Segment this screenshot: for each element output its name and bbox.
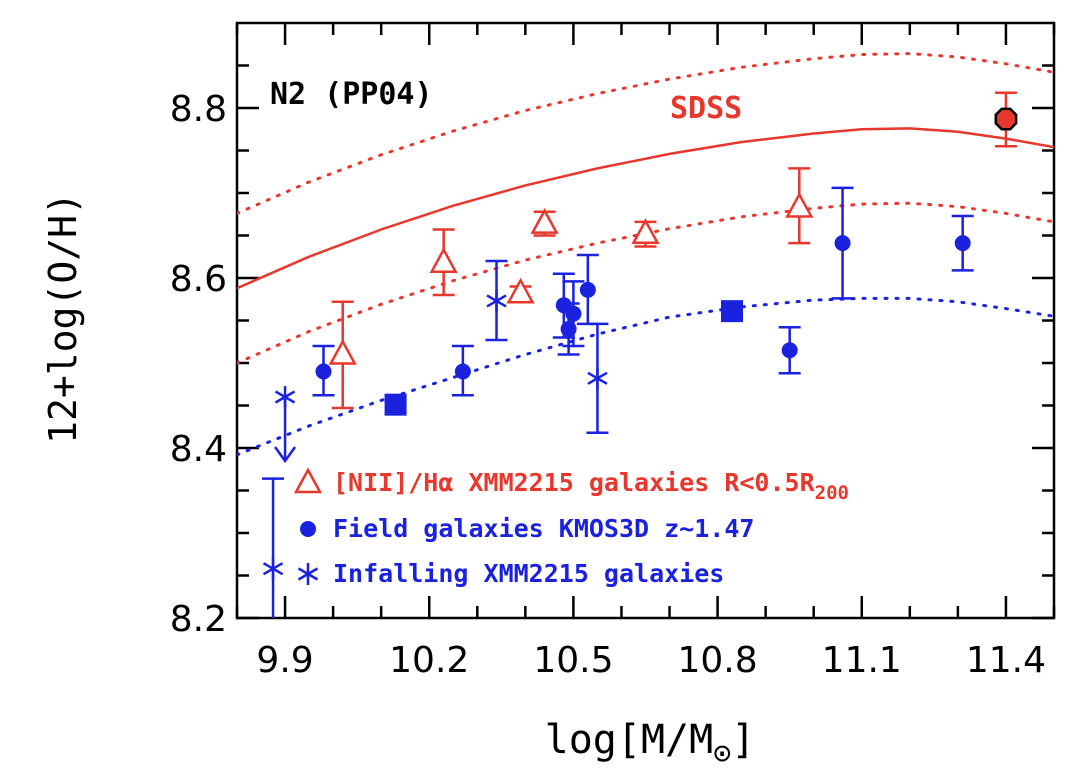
x-tick-label: 11.4 [966,640,1046,681]
y-tick-label: 8.8 [170,89,227,130]
triangle-marker [631,218,660,245]
x-tick-label: 10.8 [678,640,758,681]
asterisk-marker [262,557,284,580]
triangle-marker [506,277,535,304]
sdss-fit-line [237,127,1054,290]
circle-marker [954,235,971,252]
legend-triangle-marker [293,467,323,494]
triangle-marker [785,191,814,218]
circle-marker [454,363,471,380]
octagon-marker [994,107,1018,131]
circle-marker [315,363,332,380]
curves [237,52,1054,457]
circle-marker [565,305,582,322]
legend-entry-label: Field galaxies KMOS3D z~1.47 [333,514,754,543]
legend-asterisk-marker [297,563,319,585]
sdss-upper-dotted-line [237,52,1054,215]
square-marker [384,393,407,416]
y-tick-label: 8.2 [170,599,227,640]
axes-frame: 9.9 10.2 10.5 10.8 11.1 11.4 8.2 8.4 8.6 8.8 [170,21,1056,681]
y-axis-label: 12+log(O/H) [41,192,85,444]
x-tick-label: 10.5 [533,640,613,681]
y-tick-label: 8.4 [170,429,227,470]
asterisk-marker [274,386,296,408]
x-tick-label: 9.9 [256,640,313,681]
legend-entry-label: Infalling XMM2215 galaxies [333,559,724,588]
square-marker [721,300,744,323]
circle-marker [579,281,596,298]
annotation-label: N2 (PP04) [270,77,433,112]
legend: [NII]/Hα XMM2215 galaxies R<0.5R200 Field… [293,467,849,588]
legend-circle-marker [300,521,316,537]
y-tick-label: 8.6 [170,259,227,300]
data-points [262,91,1018,618]
sdss-curve-label: SDSS [670,91,742,126]
legend-entry-label: [NII]/Hα XMM2215 galaxies R<0.5R200 [333,468,849,504]
asterisk-marker [587,367,608,390]
circle-marker [834,235,851,252]
field-fit-dotted-line [237,296,1054,457]
upper-limit-arrowhead [274,446,297,464]
circle-marker [781,342,798,359]
sdss-lower-dotted-line [237,201,1054,365]
triangle-marker [530,207,559,234]
triangle-marker [328,338,357,365]
x-tick-label: 10.2 [389,640,469,681]
triangle-marker [429,247,458,273]
chart-text: N2 (PP04) SDSS 12+log(O/H) log[M/M⊙] [41,77,755,771]
x-tick-label: 11.1 [822,640,902,681]
asterisk-marker [486,289,507,312]
x-axis-label: log[M/M⊙] [545,717,756,771]
